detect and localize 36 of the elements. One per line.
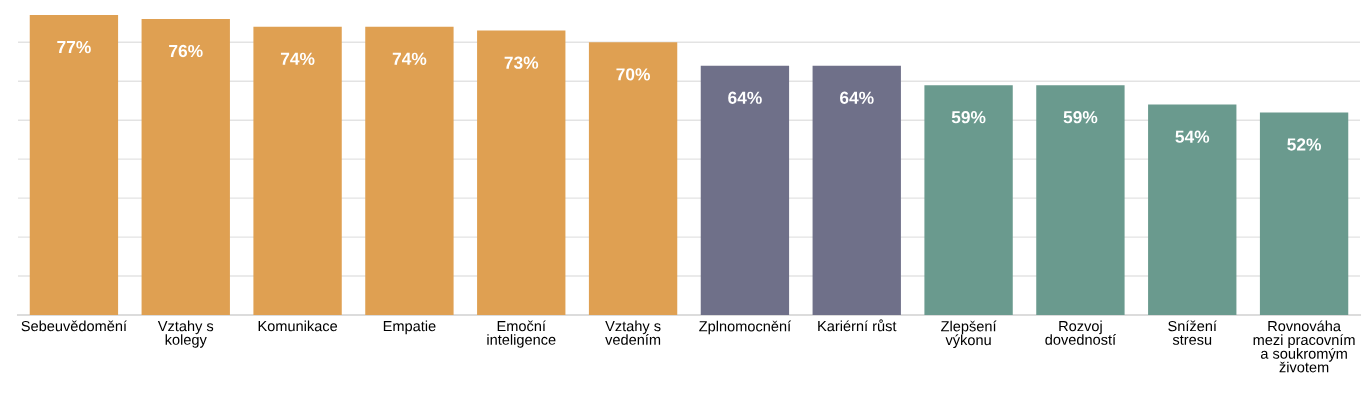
bar (1259, 112, 1349, 315)
bar (924, 85, 1013, 315)
x-tick-label: Vztahy s vedením (605, 320, 661, 345)
bar (588, 42, 678, 315)
x-tick-label: Zplnomocnění (699, 320, 792, 335)
bar (700, 65, 790, 315)
data-label: 54% (1175, 130, 1210, 143)
x-tick-label: Zlepšení výkonu (941, 320, 997, 349)
x-tick-label: Komunikace (258, 320, 338, 332)
x-tick-label: Rovnováha mezi pracovním a soukromým životem (1253, 320, 1355, 373)
data-label: 59% (1063, 111, 1098, 124)
x-tick-label: Empatie (383, 320, 436, 335)
x-tick-label: Rozvoj dovedností (1045, 320, 1117, 345)
bar (29, 15, 119, 315)
data-label: 52% (1287, 138, 1321, 151)
data-label: 77% (57, 40, 91, 54)
bar (1036, 85, 1125, 315)
data-label: 59% (951, 111, 986, 124)
x-tick-label: Snížení stresu (1168, 320, 1217, 345)
x-tick-label: Emoční inteligence (487, 320, 556, 348)
data-label: 64% (840, 91, 874, 104)
bar (365, 26, 454, 315)
data-label: 74% (280, 52, 315, 65)
x-tick-label: Vztahy s kolegy (157, 320, 214, 348)
bar (1148, 104, 1237, 315)
bar (253, 26, 342, 315)
x-tick-label: Kariérní růst (818, 319, 897, 332)
data-label: 73% (504, 56, 539, 69)
x-tick-label: Sebeuvědomění (21, 320, 127, 332)
bar (141, 18, 230, 315)
data-label: 70% (616, 68, 650, 81)
bar (812, 65, 901, 315)
data-label: 64% (728, 91, 762, 104)
data-label: 76% (169, 44, 203, 58)
bar (477, 30, 566, 315)
data-label: 74% (392, 52, 427, 65)
